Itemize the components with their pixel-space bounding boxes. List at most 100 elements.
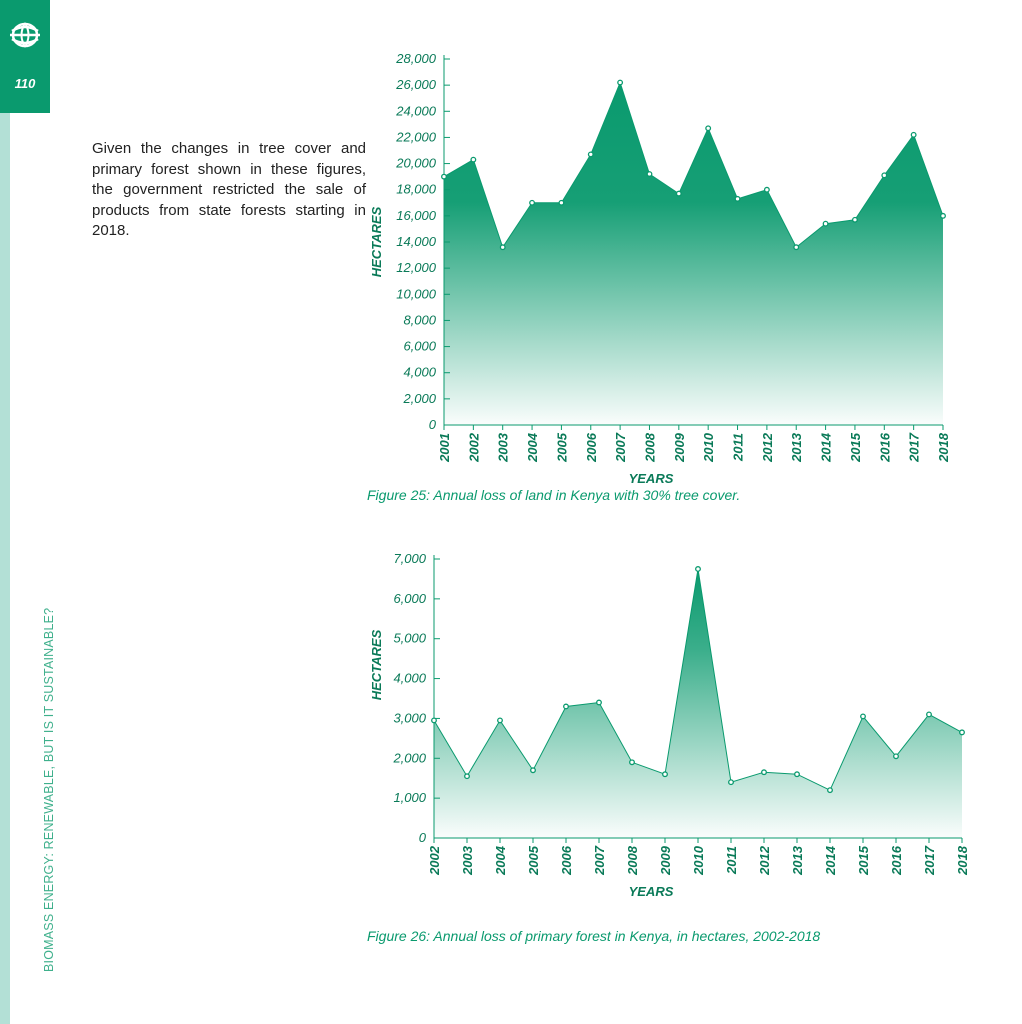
data-point (761, 769, 767, 776)
series-area (444, 82, 943, 426)
y-tick-label: 6,000 (393, 591, 426, 606)
series-line (433, 568, 963, 791)
y-tick-label: 24,000 (395, 103, 437, 118)
y-tick-label: 2,000 (402, 391, 436, 406)
data-point (662, 771, 668, 778)
y-tick-label: 16,000 (396, 208, 437, 223)
y-tick-label: 8,000 (403, 312, 436, 327)
y-tick-label: 22,000 (395, 129, 437, 144)
data-point (470, 156, 477, 163)
data-point (596, 699, 602, 706)
x-tick-label: 2018 (936, 432, 951, 463)
data-point (529, 199, 536, 206)
data-point (940, 212, 946, 219)
x-tick-label: 2009 (658, 845, 673, 876)
data-point (617, 79, 624, 86)
side-running-title: BIOMASS ENERGY: RENEWABLE, BUT IS IT SUS… (42, 607, 56, 972)
y-tick-label: 4,000 (393, 671, 426, 686)
data-point (558, 199, 565, 206)
data-point (675, 190, 682, 197)
data-point (497, 717, 503, 724)
page-number-box: 110 (0, 0, 50, 113)
data-point (530, 767, 536, 774)
x-tick-label: 2008 (642, 432, 657, 463)
data-point (910, 131, 917, 138)
x-tick-label: 2017 (922, 845, 937, 876)
x-tick-label: 2007 (613, 432, 628, 463)
data-point (499, 244, 506, 251)
data-point (893, 753, 899, 760)
x-tick-label: 2001 (437, 433, 452, 463)
data-point (926, 711, 932, 718)
x-tick-label: 2008 (625, 845, 640, 876)
x-tick-label: 2011 (731, 433, 746, 462)
data-point (822, 220, 829, 227)
y-tick-label: 5,000 (393, 631, 426, 646)
y-tick-label: 28,000 (395, 51, 437, 66)
y-tick-label: 26,000 (395, 77, 437, 92)
x-tick-label: 2012 (760, 432, 775, 463)
x-tick-label: 2011 (724, 846, 739, 875)
data-point (763, 186, 770, 193)
data-point (431, 717, 437, 724)
y-axis-title: HECTARES (369, 629, 384, 700)
y-tick-label: 14,000 (396, 234, 437, 249)
data-point (629, 759, 635, 766)
x-tick-label: 2003 (496, 432, 511, 463)
x-tick-label: 2016 (877, 432, 892, 463)
x-tick-label: 2010 (691, 845, 706, 876)
y-tick-label: 2,000 (392, 750, 426, 765)
data-point (587, 151, 594, 158)
x-axis-title: YEARS (629, 471, 674, 486)
x-tick-label: 2006 (559, 845, 574, 876)
x-tick-label: 2010 (701, 432, 716, 463)
x-tick-label: 2015 (856, 845, 871, 876)
x-tick-label: 2013 (789, 432, 804, 463)
x-tick-label: 2004 (493, 845, 508, 876)
x-tick-label: 2012 (757, 845, 772, 876)
x-tick-label: 2016 (889, 845, 904, 876)
x-tick-label: 2017 (907, 432, 922, 463)
x-tick-label: 2003 (460, 845, 475, 876)
y-tick-label: 3,000 (393, 710, 426, 725)
x-tick-label: 2002 (427, 845, 442, 876)
side-strip (0, 113, 10, 1024)
data-point (827, 787, 833, 794)
y-tick-label: 18,000 (396, 182, 437, 197)
y-tick-label: 7,000 (393, 551, 426, 566)
figure-26-caption: Figure 26: Annual loss of primary forest… (367, 928, 821, 944)
data-point (441, 173, 447, 180)
globe-logo-icon (10, 22, 40, 48)
data-point (734, 195, 741, 202)
data-point (695, 566, 701, 572)
x-tick-label: 2013 (790, 845, 805, 876)
data-point (881, 172, 888, 179)
x-tick-label: 2018 (955, 845, 970, 876)
x-tick-label: 2015 (848, 432, 863, 463)
series-area (434, 568, 962, 838)
data-point (860, 713, 866, 720)
data-point (793, 244, 800, 251)
y-tick-label: 6,000 (403, 339, 436, 354)
x-tick-label: 2006 (584, 432, 599, 463)
data-point (705, 125, 712, 132)
x-axis-title: YEARS (629, 884, 674, 899)
figure-25-caption: Figure 25: Annual loss of land in Kenya … (367, 487, 741, 503)
y-tick-label: 12,000 (396, 260, 437, 275)
y-tick-label: 1,000 (393, 790, 426, 805)
y-tick-label: 0 (429, 417, 437, 432)
x-tick-label: 2005 (526, 845, 541, 876)
y-tick-label: 10,000 (396, 286, 437, 301)
x-tick-label: 2009 (672, 432, 687, 463)
x-tick-label: 2014 (823, 845, 838, 876)
data-point (851, 216, 858, 223)
page-number: 110 (14, 76, 36, 91)
data-point (464, 773, 470, 780)
y-axis-title: HECTARES (369, 206, 384, 277)
body-paragraph: Given the changes in tree cover and prim… (92, 140, 366, 239)
y-tick-label: 20,000 (395, 156, 437, 171)
x-tick-label: 2014 (819, 432, 834, 463)
x-tick-label: 2004 (525, 432, 540, 463)
x-tick-label: 2007 (592, 845, 607, 876)
data-point (646, 171, 653, 177)
